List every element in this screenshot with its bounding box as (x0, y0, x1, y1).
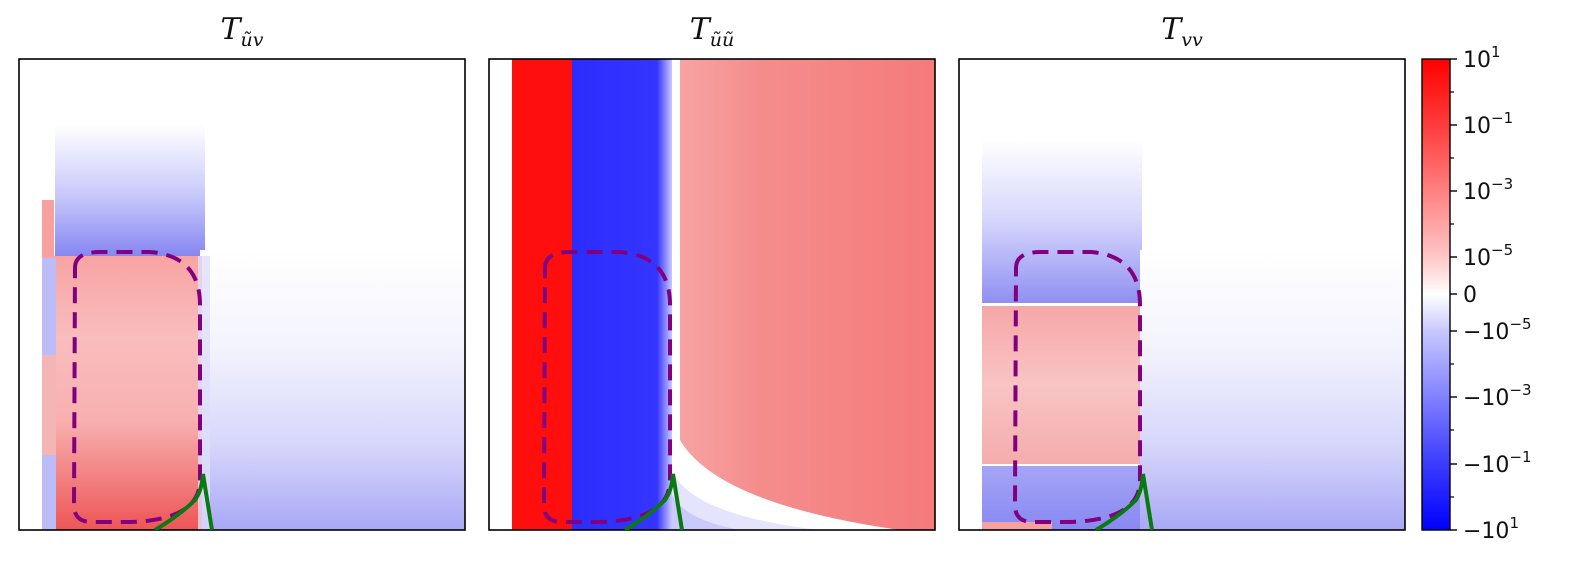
colorbar (1422, 59, 1450, 530)
colorbar-tick-label: −10−1 (1463, 448, 1532, 478)
colorbar-tick-label: −101 (1463, 514, 1519, 544)
panel-1-frame (18, 58, 466, 531)
panel-3-heatmap (959, 59, 1405, 530)
panel-title-2: Tũũ (489, 12, 935, 51)
colorbar-tick-label: 0 (1463, 283, 1477, 308)
panel-2-solid-curve (623, 473, 684, 530)
panel-title-3-main: T (1161, 12, 1182, 47)
panel-2-heatmap (489, 59, 935, 530)
panel-title-2-sub: ũũ (709, 29, 735, 51)
panel-title-1-sub: ũv (240, 29, 264, 51)
panel-1-heatmap (19, 59, 465, 530)
panel-title-1-main: T (220, 12, 241, 47)
panel-title-3: Tvv (959, 12, 1405, 51)
panel-2-frame (488, 58, 936, 531)
colorbar-tick-label: 101 (1463, 43, 1501, 73)
panel-title-3-sub: vv (1181, 29, 1203, 51)
panel-1-dashed-contour (71, 250, 202, 524)
colorbar-ticks: 101 10−1 10−3 10−5 0 −10−5 −10−3 −10−1 −101 (1450, 43, 1532, 544)
panel-3-solid-curve (1094, 473, 1154, 530)
panel-2-dashed-contour (541, 250, 672, 524)
colorbar-tick-label: −10−3 (1463, 381, 1532, 411)
panel-1-solid-curve (153, 473, 214, 530)
colorbar-tick-label: 10−1 (1463, 109, 1513, 139)
colorbar-tick-label: 10−3 (1463, 175, 1513, 205)
panel-3-dashed-contour (1012, 250, 1142, 524)
colorbar-tick-label: 10−5 (1463, 241, 1513, 271)
panel-title-1: Tũv (19, 12, 465, 51)
colorbar-tick-label: −10−5 (1463, 315, 1532, 345)
panel-title-2-main: T (689, 12, 710, 47)
panel-3-frame (958, 58, 1406, 531)
